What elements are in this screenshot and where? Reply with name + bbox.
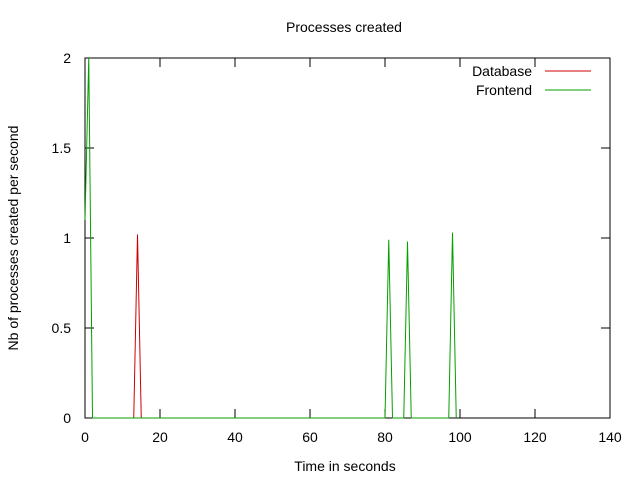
chart-title: Processes created (286, 19, 402, 35)
x-tick-label: 0 (81, 429, 89, 445)
axis-ticks: 0 20 40 60 80 100 120 140 0 0.5 1 1.5 2 (52, 50, 622, 445)
y-tick-label: 0.5 (52, 320, 72, 336)
y-tick-label: 1.5 (52, 140, 72, 156)
y-tick-label: 0 (63, 410, 71, 426)
y-tick-label: 2 (63, 50, 71, 66)
legend-label: Database (472, 63, 532, 79)
x-axis-label: Time in seconds (294, 458, 395, 474)
x-tick-label: 80 (377, 429, 393, 445)
y-axis-label: Nb of processes created per second (5, 126, 21, 351)
series-line-1 (84, 57, 457, 419)
x-tick-label: 40 (227, 429, 243, 445)
series-layer (84, 57, 457, 419)
plot-frame (84, 57, 611, 419)
x-tick-label: 20 (152, 429, 168, 445)
x-tick-label: 140 (598, 429, 622, 445)
x-tick-label: 60 (302, 429, 318, 445)
series-line-0 (133, 234, 142, 419)
legend-label: Frontend (476, 82, 532, 98)
x-tick-label: 100 (448, 429, 472, 445)
x-tick-label: 120 (523, 429, 547, 445)
y-tick-label: 1 (63, 230, 71, 246)
legend: Database Frontend (472, 63, 591, 98)
